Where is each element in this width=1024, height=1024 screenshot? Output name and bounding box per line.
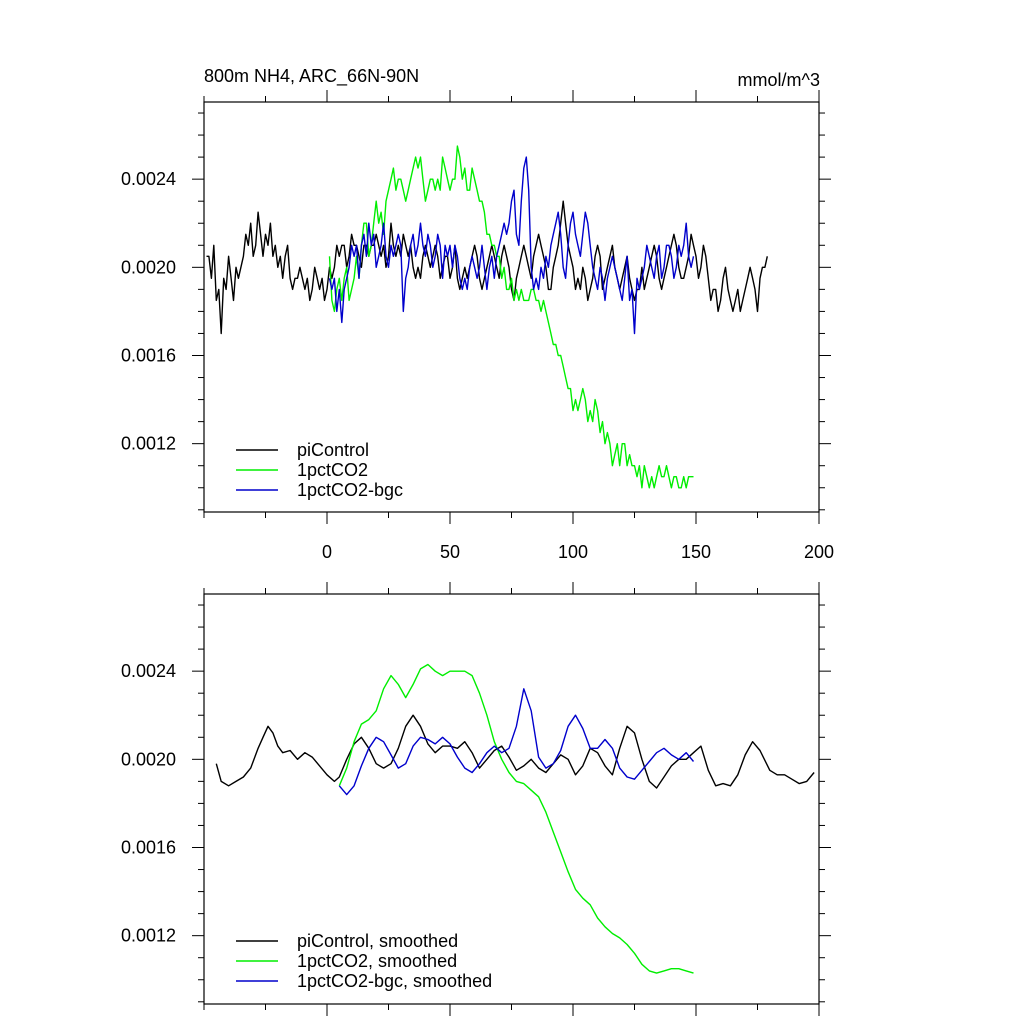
bottom-y-tick-label: 0.0012 [121, 926, 176, 946]
top-legend-label: 1pctCO2 [297, 460, 368, 480]
top-series-1pctco2 [328, 145, 694, 489]
bottom-y-tick-label: 0.0020 [121, 749, 176, 769]
top-series [206, 145, 768, 489]
bottom-y-tick-label: 0.0016 [121, 837, 176, 857]
top-ticks: 0 50 100 150 200 0.0012 0.0016 0.0020 0.0024 [121, 90, 834, 562]
bottom-series-1pctco2-bgc [338, 688, 695, 796]
bottom-series-picontrol [215, 714, 815, 789]
top-x-tick-label: 150 [681, 542, 711, 562]
top-series-1pctco2-bgc [328, 156, 695, 335]
bottom-panel: 0.0012 0.0016 0.0020 0.0024 piControl, smoo… [121, 582, 831, 1016]
top-y-tick-label: 0.0012 [121, 434, 176, 454]
top-legend-label: 1pctCO2-bgc [297, 480, 403, 500]
top-x-tick-label: 50 [440, 542, 460, 562]
top-y-tick-label: 0.0020 [121, 257, 176, 277]
top-x-tick-label: 100 [558, 542, 588, 562]
bottom-legend-label: piControl, smoothed [297, 931, 458, 951]
top-title-right: mmol/m^3 [738, 70, 820, 90]
bottom-series-1pctco2 [338, 663, 694, 974]
top-y-tick-label: 0.0016 [121, 345, 176, 365]
top-x-tick-label: 200 [804, 542, 834, 562]
bottom-y-tick-label: 0.0024 [121, 661, 176, 681]
top-x-tick-label: 0 [322, 542, 332, 562]
bottom-series [215, 663, 815, 974]
top-y-tick-label: 0.0024 [121, 169, 176, 189]
top-panel: 800m NH4, ARC_66N-90N mmol/m^3 0 50 100 150… [121, 66, 834, 562]
bottom-legend-label: 1pctCO2-bgc, smoothed [297, 971, 492, 991]
bottom-legend-label: 1pctCO2, smoothed [297, 951, 457, 971]
top-legend-label: piControl [297, 440, 369, 460]
bottom-ticks: 0.0012 0.0016 0.0020 0.0024 [121, 582, 831, 1016]
top-series-picontrol [206, 200, 768, 335]
top-title-left: 800m NH4, ARC_66N-90N [204, 66, 419, 87]
